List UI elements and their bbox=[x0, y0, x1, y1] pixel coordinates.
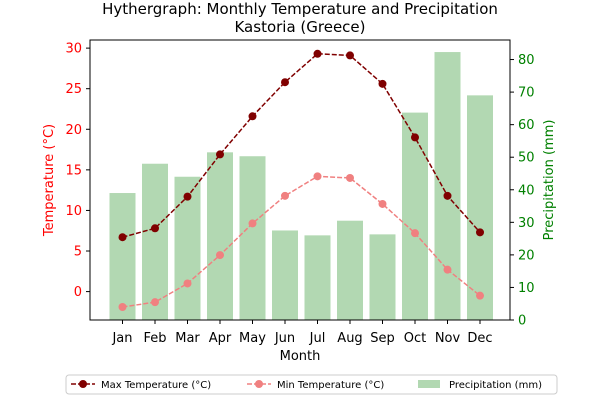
precip-bar-nov bbox=[434, 52, 461, 321]
y-right-tick-label: 40 bbox=[518, 183, 535, 198]
max-temp-point-apr bbox=[216, 150, 224, 159]
max-temp-point-nov bbox=[443, 191, 452, 200]
legend-frame bbox=[65, 374, 558, 395]
max-temp-point-jul bbox=[313, 49, 322, 58]
x-tick-label: Apr bbox=[209, 331, 232, 346]
y-left-tick-label: 15 bbox=[65, 163, 82, 178]
precip-bar-jan bbox=[109, 193, 136, 320]
min-temp-point-feb bbox=[151, 298, 159, 307]
x-tick-label: Jul bbox=[309, 331, 326, 346]
y-right-tick-label: 50 bbox=[518, 151, 535, 166]
min-temperature-line bbox=[122, 175, 481, 308]
chart-subtitle: Kastoria (Greece) bbox=[234, 18, 365, 36]
max-temp-point-sep bbox=[378, 79, 387, 88]
precip-bar-jun bbox=[272, 230, 298, 320]
y-left-tick-label: 0 bbox=[74, 285, 82, 300]
max-temp-point-mar bbox=[183, 192, 192, 201]
precip-bar-dec bbox=[467, 95, 493, 320]
legend-precip-label: Precipitation (mm) bbox=[449, 380, 542, 391]
min-temp-point-may bbox=[248, 219, 257, 228]
min-temp-point-oct bbox=[411, 229, 419, 238]
y-left-tick-label: 20 bbox=[65, 123, 82, 138]
temperature-lines bbox=[118, 49, 484, 312]
min-temp-point-jun bbox=[281, 191, 289, 200]
precip-bar-jul bbox=[304, 235, 331, 320]
y-right-tick-label: 20 bbox=[518, 248, 535, 263]
legend-min-label: Min Temperature (°C) bbox=[277, 380, 384, 391]
y-right-tick-label: 60 bbox=[518, 118, 535, 133]
y-axis-right: 0 10 20 30 40 50 60 70 80 bbox=[510, 53, 535, 329]
x-tick-label: Jun bbox=[274, 331, 295, 346]
y-axis-left-label: Temperature (°C) bbox=[42, 124, 57, 237]
y-left-tick-label: 5 bbox=[74, 245, 82, 260]
max-temp-point-aug bbox=[346, 51, 354, 60]
precip-bar-aug bbox=[337, 220, 363, 320]
max-temp-point-jan bbox=[118, 233, 127, 242]
precip-bar-oct bbox=[402, 112, 428, 321]
x-tick-label: Aug bbox=[337, 331, 362, 346]
x-tick-label: May bbox=[239, 331, 266, 346]
max-temp-point-dec bbox=[476, 228, 484, 237]
x-tick-label: Sep bbox=[370, 331, 395, 346]
legend-max-label: Max Temperature (°C) bbox=[101, 380, 211, 391]
max-temp-point-jun bbox=[281, 78, 289, 87]
min-temp-point-apr bbox=[216, 251, 224, 260]
y-left-tick-label: 10 bbox=[65, 204, 82, 219]
max-temperature-line bbox=[122, 53, 481, 238]
chart-title: Hythergraph: Monthly Temperature and Pre… bbox=[102, 0, 498, 18]
min-temp-point-dec bbox=[476, 291, 484, 300]
y-left-tick-label: 25 bbox=[65, 82, 82, 97]
precip-bar-may bbox=[239, 156, 266, 320]
x-axis: Jan Feb Mar Apr May Jun Jul Aug Sep Oct Nov Dec bbox=[111, 320, 493, 346]
y-axis-left: 0 5 10 15 20 25 30 bbox=[65, 42, 90, 300]
x-tick-label: Oct bbox=[404, 331, 426, 346]
x-tick-label: Mar bbox=[175, 331, 200, 346]
y-left-tick-label: 30 bbox=[65, 42, 82, 57]
y-axis-right-label: Precipitation (mm) bbox=[542, 120, 557, 241]
x-tick-label: Dec bbox=[467, 331, 492, 346]
precip-bar-apr bbox=[207, 152, 233, 320]
y-right-tick-label: 70 bbox=[518, 86, 535, 101]
precip-bar-sep bbox=[369, 234, 396, 320]
legend-precip-swatch bbox=[418, 380, 440, 388]
max-temp-point-feb bbox=[151, 224, 159, 233]
precipitation-bars bbox=[109, 52, 493, 321]
min-temp-point-nov bbox=[443, 265, 452, 274]
legend-max-marker bbox=[79, 380, 87, 388]
y-right-tick-label: 10 bbox=[518, 281, 535, 296]
min-temp-point-aug bbox=[346, 173, 354, 182]
x-axis-label: Month bbox=[280, 349, 321, 364]
max-temp-point-may bbox=[248, 112, 257, 121]
x-tick-label: Feb bbox=[143, 331, 166, 346]
min-temp-point-mar bbox=[183, 279, 192, 288]
x-tick-label: Nov bbox=[435, 331, 461, 346]
y-right-tick-label: 0 bbox=[518, 314, 526, 329]
y-right-tick-label: 30 bbox=[518, 216, 535, 231]
legend: Max Temperature (°C) Min Temperature (°C… bbox=[65, 374, 558, 395]
min-temp-point-jul bbox=[313, 172, 322, 181]
legend-min-marker bbox=[255, 380, 263, 388]
x-tick-label: Jan bbox=[111, 331, 132, 346]
precip-bar-feb bbox=[142, 163, 168, 320]
plot-frame bbox=[89, 39, 511, 321]
min-temp-point-sep bbox=[378, 199, 387, 208]
y-right-tick-label: 80 bbox=[518, 53, 535, 68]
max-temp-point-oct bbox=[411, 133, 419, 142]
min-temp-point-jan bbox=[118, 303, 127, 312]
